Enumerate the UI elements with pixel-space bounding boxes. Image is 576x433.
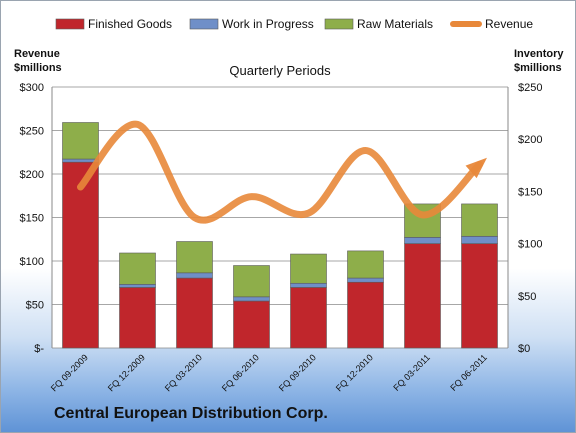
chart-title: Quarterly Periods [229,63,331,78]
right-tick-label: $200 [518,134,542,146]
bar-finished-goods [62,161,99,349]
left-tick-label: $300 [20,82,44,94]
right-tick-label: $150 [518,186,542,198]
legend-revenue-label: Revenue [485,17,533,31]
bar-finished-goods [290,287,327,349]
bar-finished-goods [461,243,498,349]
category-label: FQ 06-2011 [448,352,489,393]
legend-finished-goods-swatch [55,18,85,30]
legend-work-in-progress-swatch [189,18,219,30]
left-tick-label: $150 [20,213,44,225]
bar-work-in-progress [347,277,384,283]
bar-raw-materials [62,122,99,160]
bar-work-in-progress [176,272,213,279]
left-axis-label-line1: Revenue [14,48,60,60]
legend-raw-materials-swatch [324,18,354,30]
left-tick-label: $- [34,343,44,355]
right-tick-label: $0 [518,343,530,355]
bar-raw-materials [347,250,384,279]
bar-raw-materials [119,252,156,285]
bar-finished-goods [233,300,270,349]
bar-finished-goods [404,243,441,349]
left-tick-label: $200 [20,169,44,181]
bar-finished-goods [119,287,156,349]
bar-raw-materials [176,241,213,274]
category-label: FQ 06-2010 [220,352,261,393]
legend-raw-materials-label: Raw Materials [357,17,433,31]
revenue-arrowhead [465,157,487,179]
revenue-line [77,120,483,224]
bar-work-in-progress [62,158,99,163]
bar-raw-materials [290,253,327,284]
right-axis-label-line1: Inventory [514,48,564,60]
category-label: FQ 03-2010 [163,352,204,393]
bar-raw-materials [233,265,270,298]
left-tick-label: $250 [20,126,44,138]
bar-work-in-progress [233,296,270,302]
right-tick-label: $100 [518,239,542,251]
left-axis-label-line2: $millions [14,62,62,74]
left-tick-label: $50 [26,300,44,312]
category-label: FQ 03-2011 [391,352,432,393]
legend-work-in-progress-label: Work in Progress [222,17,314,31]
category-label: FQ 12-2010 [334,352,375,393]
bar-work-in-progress [119,284,156,288]
bar-work-in-progress [404,237,441,244]
category-label: FQ 09-2009 [49,352,90,393]
bar-work-in-progress [461,235,498,244]
bar-work-in-progress [290,282,327,288]
legend-finished-goods-label: Finished Goods [88,17,172,31]
left-tick-label: $100 [20,256,44,268]
right-tick-label: $50 [518,291,536,303]
category-label: FQ 12-2009 [106,352,147,393]
right-axis-label-line2: $millions [514,62,562,74]
bar-finished-goods [176,277,213,349]
bar-raw-materials [461,203,498,237]
bar-finished-goods [347,281,384,349]
company-name: Central European Distribution Corp. [54,405,328,422]
right-tick-label: $250 [518,82,542,94]
category-label: FQ 09-2010 [277,352,318,393]
